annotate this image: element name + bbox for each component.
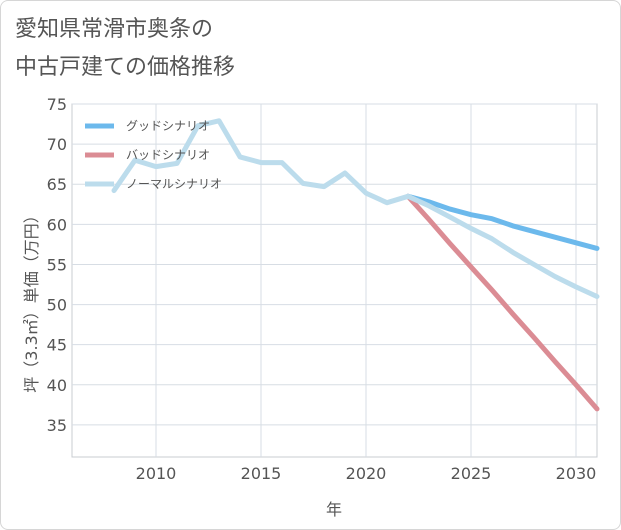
x-tick-label: 2010 <box>136 464 177 483</box>
x-tick-label: 2030 <box>556 464 597 483</box>
x-tick-labels: 2010 2015 2020 2025 2030 <box>136 464 597 483</box>
y-axis-label: 坪（3.3㎡）単価（万円） <box>22 207 41 392</box>
legend-label: ノーマルシナリオ <box>126 177 222 191</box>
y-tick-label: 35 <box>47 416 67 435</box>
legend-label: バッドシナリオ <box>126 148 210 162</box>
page-title: 愛知県常滑市奥条の 中古戸建ての価格推移 <box>15 11 235 87</box>
series-line-0 <box>405 193 600 251</box>
grid-lines <box>72 103 597 457</box>
x-tick-label: 2015 <box>241 464 282 483</box>
x-tick-label: 2025 <box>451 464 492 483</box>
y-tick-label: 75 <box>47 95 67 114</box>
y-tick-label: 65 <box>47 175 67 194</box>
y-tick-labels: 35 40 45 50 55 60 65 70 75 <box>47 95 67 435</box>
y-tick-label: 40 <box>47 376 67 395</box>
title-line-1: 愛知県常滑市奥条の <box>15 17 214 42</box>
series-line-1 <box>405 193 600 412</box>
x-axis-label: 年 <box>326 500 342 519</box>
series-lines <box>111 118 600 412</box>
y-tick-label: 45 <box>47 336 67 355</box>
title-line-2: 中古戸建ての価格推移 <box>15 55 236 80</box>
series-line-2 <box>111 118 600 299</box>
legend-label: グッドシナリオ <box>126 119 210 133</box>
plot-area <box>71 103 598 458</box>
y-tick-label: 50 <box>47 296 67 315</box>
y-tick-label: 60 <box>47 215 67 234</box>
y-tick-label: 55 <box>47 255 67 274</box>
y-tick-label: 70 <box>47 135 67 154</box>
x-tick-label: 2020 <box>346 464 387 483</box>
